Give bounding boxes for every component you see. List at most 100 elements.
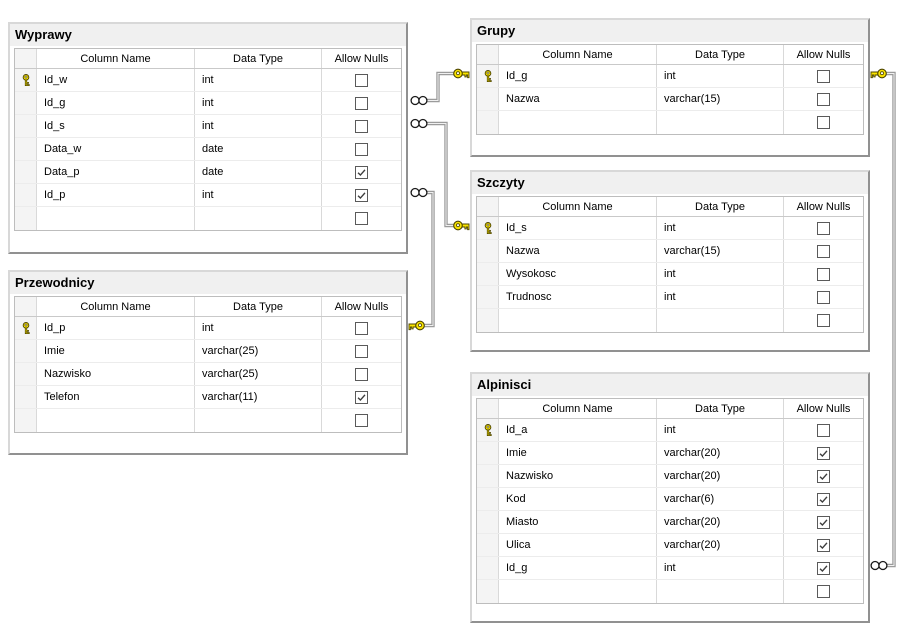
column-name-cell[interactable]: Nazwisko — [499, 465, 657, 487]
allow-nulls-checkbox[interactable] — [355, 142, 368, 156]
column-row[interactable]: Id_g int — [477, 65, 863, 88]
data-type-cell[interactable]: varchar(20) — [657, 442, 784, 464]
allow-nulls-checkbox[interactable] — [817, 492, 830, 506]
column-name-cell[interactable]: Trudnosc — [499, 286, 657, 308]
new-column-row[interactable] — [477, 309, 863, 332]
column-name-cell[interactable]: Kod — [499, 488, 657, 510]
column-row[interactable]: Kod varchar(6) — [477, 488, 863, 511]
column-name-cell[interactable]: Id_p — [37, 317, 195, 339]
data-type-cell[interactable] — [657, 580, 784, 603]
allow-nulls-cell[interactable] — [322, 115, 401, 137]
table-node-alpinisci[interactable]: Alpinisci Column Name Data Type Allow Nulls… — [470, 372, 870, 623]
column-name-cell[interactable]: Nazwa — [499, 88, 657, 110]
row-selector[interactable] — [15, 409, 37, 432]
data-type-cell[interactable]: varchar(20) — [657, 534, 784, 556]
column-name-cell[interactable] — [37, 409, 195, 432]
allow-nulls-cell[interactable] — [322, 184, 401, 206]
allow-nulls-cell[interactable] — [784, 88, 863, 110]
data-type-cell[interactable]: int — [657, 65, 784, 87]
data-type-cell[interactable]: int — [657, 286, 784, 308]
data-type-cell[interactable]: varchar(20) — [657, 465, 784, 487]
column-name-cell[interactable]: Id_p — [37, 184, 195, 206]
column-name-cell[interactable] — [37, 207, 195, 230]
allow-nulls-checkbox[interactable] — [817, 585, 830, 598]
row-selector[interactable] — [477, 465, 499, 487]
row-selector[interactable] — [477, 263, 499, 285]
allow-nulls-cell[interactable] — [784, 309, 863, 332]
allow-nulls-checkbox[interactable] — [817, 221, 830, 235]
allow-nulls-checkbox[interactable] — [817, 314, 830, 327]
allow-nulls-cell[interactable] — [322, 207, 401, 230]
row-selector[interactable] — [15, 317, 37, 339]
row-selector[interactable] — [15, 161, 37, 183]
column-name-cell[interactable]: Id_s — [499, 217, 657, 239]
allow-nulls-checkbox[interactable] — [355, 212, 368, 225]
allow-nulls-cell[interactable] — [784, 240, 863, 262]
allow-nulls-cell[interactable] — [322, 317, 401, 339]
allow-nulls-cell[interactable] — [322, 340, 401, 362]
column-row[interactable]: Miasto varchar(20) — [477, 511, 863, 534]
row-selector[interactable] — [15, 207, 37, 230]
allow-nulls-checkbox[interactable] — [817, 469, 830, 483]
allow-nulls-cell[interactable] — [784, 263, 863, 285]
new-column-row[interactable] — [15, 409, 401, 432]
column-row[interactable]: Id_w int — [15, 69, 401, 92]
allow-nulls-cell[interactable] — [784, 286, 863, 308]
column-name-cell[interactable]: Id_w — [37, 69, 195, 91]
row-selector[interactable] — [15, 115, 37, 137]
allow-nulls-cell[interactable] — [322, 92, 401, 114]
column-name-cell[interactable]: Imie — [37, 340, 195, 362]
column-row[interactable]: Trudnosc int — [477, 286, 863, 309]
row-selector[interactable] — [477, 488, 499, 510]
row-selector[interactable] — [477, 534, 499, 556]
column-name-cell[interactable] — [499, 111, 657, 134]
column-name-cell[interactable] — [499, 309, 657, 332]
table-title[interactable]: Wyprawy — [10, 24, 406, 46]
allow-nulls-checkbox[interactable] — [355, 119, 368, 133]
data-type-cell[interactable] — [657, 309, 784, 332]
data-type-cell[interactable]: int — [657, 557, 784, 579]
row-selector[interactable] — [477, 309, 499, 332]
column-name-cell[interactable]: Id_a — [499, 419, 657, 441]
column-name-cell[interactable]: Ulica — [499, 534, 657, 556]
data-type-cell[interactable] — [657, 111, 784, 134]
column-row[interactable]: Wysokosc int — [477, 263, 863, 286]
table-node-szczyty[interactable]: Szczyty Column Name Data Type Allow Nulls Id… — [470, 170, 870, 352]
row-selector[interactable] — [15, 184, 37, 206]
column-row[interactable]: Telefon varchar(11) — [15, 386, 401, 409]
allow-nulls-cell[interactable] — [784, 465, 863, 487]
column-row[interactable]: Imie varchar(25) — [15, 340, 401, 363]
row-selector[interactable] — [15, 386, 37, 408]
allow-nulls-checkbox[interactable] — [817, 244, 830, 258]
allow-nulls-checkbox[interactable] — [355, 344, 368, 358]
column-row[interactable]: Ulica varchar(20) — [477, 534, 863, 557]
allow-nulls-checkbox[interactable] — [355, 165, 368, 179]
row-selector[interactable] — [477, 111, 499, 134]
allow-nulls-checkbox[interactable] — [817, 515, 830, 529]
row-selector[interactable] — [477, 240, 499, 262]
row-selector[interactable] — [477, 511, 499, 533]
row-selector[interactable] — [477, 217, 499, 239]
column-name-cell[interactable]: Telefon — [37, 386, 195, 408]
data-type-cell[interactable]: int — [195, 92, 322, 114]
allow-nulls-cell[interactable] — [784, 111, 863, 134]
column-row[interactable]: Nazwa varchar(15) — [477, 240, 863, 263]
data-type-cell[interactable]: int — [657, 263, 784, 285]
row-selector[interactable] — [477, 88, 499, 110]
row-selector[interactable] — [15, 363, 37, 385]
data-type-cell[interactable]: int — [657, 217, 784, 239]
allow-nulls-cell[interactable] — [784, 65, 863, 87]
column-row[interactable]: Id_p int — [15, 317, 401, 340]
allow-nulls-checkbox[interactable] — [355, 390, 368, 404]
relationship-wyprawy-grupy[interactable] — [410, 68, 470, 106]
column-name-cell[interactable]: Nazwisko — [37, 363, 195, 385]
allow-nulls-checkbox[interactable] — [355, 321, 368, 335]
column-row[interactable]: Id_g int — [15, 92, 401, 115]
column-row[interactable]: Nazwisko varchar(25) — [15, 363, 401, 386]
row-selector[interactable] — [15, 92, 37, 114]
column-name-cell[interactable]: Id_g — [37, 92, 195, 114]
allow-nulls-checkbox[interactable] — [817, 116, 830, 129]
column-row[interactable]: Imie varchar(20) — [477, 442, 863, 465]
allow-nulls-cell[interactable] — [784, 488, 863, 510]
column-row[interactable]: Id_s int — [15, 115, 401, 138]
